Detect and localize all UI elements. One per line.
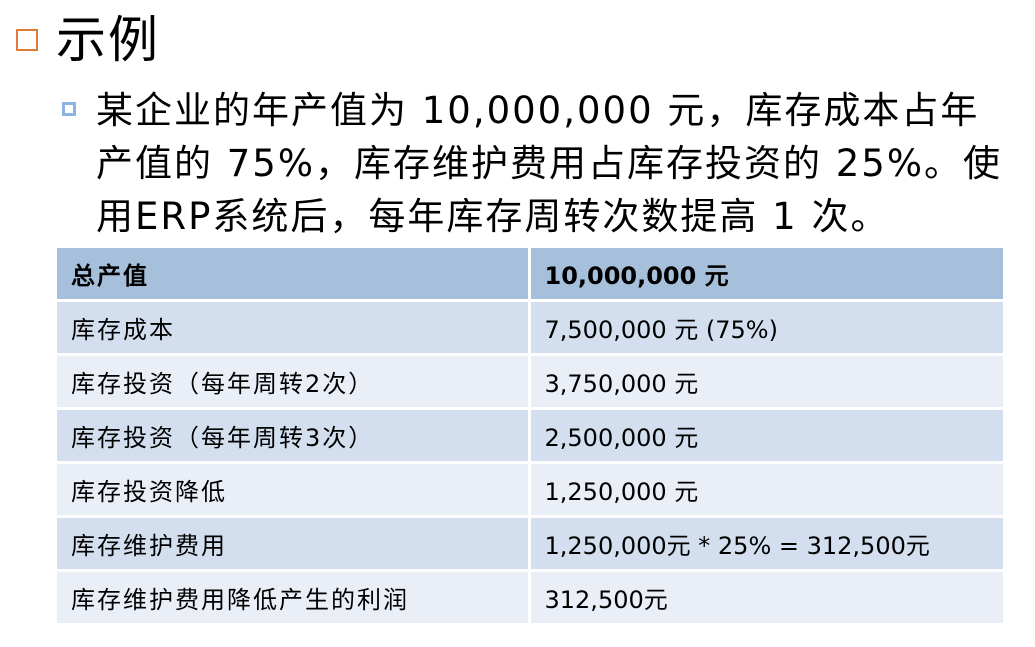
table-cell-value: 7,500,000 元 (75%) [529,300,1003,356]
table-cell-value: 1,250,000元 * 25% = 312,500元 [529,516,1003,572]
slide-title: 示例 [56,11,160,69]
table-cell-label: 总产值 [57,248,531,302]
body-paragraph: 某企业的年产值为 10,000,000 元，库存成本占年产值的 75%，库存维护… [96,89,1002,238]
table-cell-label: 库存投资降低 [57,462,531,518]
table-cell-label: 库存投资（每年周转3次） [57,408,531,464]
table-row: 库存维护费用降低产生的利润 312,500元 [57,570,1003,626]
table-header-row: 总产值 10,000,000 元 [57,248,1003,302]
table-row: 库存投资降低 1,250,000 元 [57,462,1003,518]
table-row: 库存维护费用 1,250,000元 * 25% = 312,500元 [57,516,1003,572]
table-cell-value: 2,500,000 元 [529,408,1003,464]
table-row: 库存投资（每年周转3次） 2,500,000 元 [57,408,1003,464]
table-cell-label: 库存维护费用降低产生的利润 [57,570,531,626]
table-cell-value: 312,500元 [529,570,1003,626]
table-cell-label: 库存维护费用 [57,516,531,572]
slide-title-row: 示例 [16,4,160,76]
table-cell-label: 库存成本 [57,300,531,356]
calculation-table: 总产值 10,000,000 元 库存成本 7,500,000 元 (75%) … [57,248,1003,626]
table-cell-value: 3,750,000 元 [529,354,1003,410]
square-bullet-icon [62,102,76,116]
table-cell-label: 库存投资（每年周转2次） [57,354,531,410]
table-cell-value: 1,250,000 元 [529,462,1003,518]
table-row: 库存成本 7,500,000 元 (75%) [57,300,1003,356]
table-cell-value: 10,000,000 元 [529,248,1003,302]
square-bullet-icon [16,29,38,51]
table-row: 库存投资（每年周转2次） 3,750,000 元 [57,354,1003,410]
